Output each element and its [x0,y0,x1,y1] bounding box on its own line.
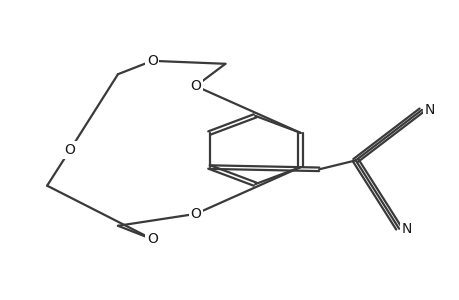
Text: O: O [190,207,201,221]
Text: N: N [423,103,434,117]
Text: O: O [64,143,75,157]
Text: O: O [146,54,157,68]
Text: O: O [190,79,201,93]
Text: O: O [146,232,157,246]
Text: N: N [400,222,411,236]
